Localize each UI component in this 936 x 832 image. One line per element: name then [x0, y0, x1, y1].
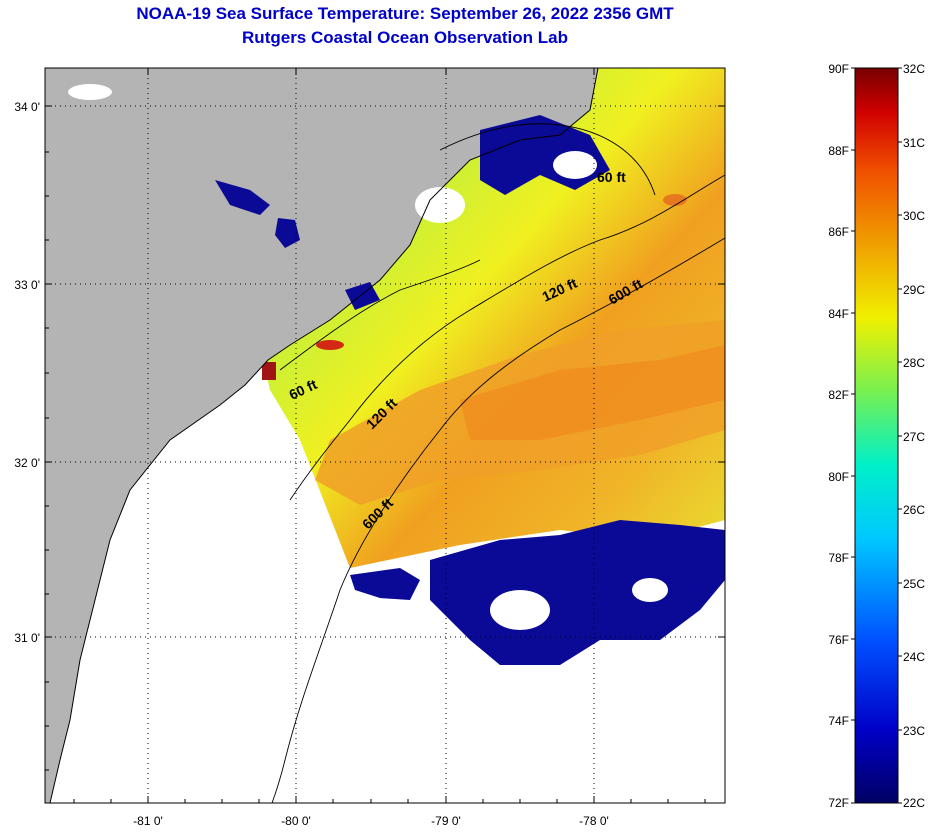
colorbar-f-label: 78F [828, 551, 849, 565]
colorbar-c-label: 32C [903, 62, 925, 76]
colorbar-c-label: 23C [903, 724, 925, 738]
isobath-120ft [289, 174, 725, 501]
colorbar-f-label: 80F [828, 470, 849, 484]
coastline [49, 68, 599, 803]
map-frame [44, 67, 726, 804]
graticule [45, 68, 725, 803]
isobath-600ft [271, 237, 725, 803]
colorbar-c-label: 26C [903, 503, 925, 517]
colorbar-c-labels: 32C 31C 30C 29C 28C 27C 26C 25C 24C 23C … [903, 62, 925, 810]
colorbar-c-label: 22C [903, 796, 925, 810]
lon-label: -81 0' [133, 814, 163, 828]
lon-label: -78 0' [579, 814, 609, 828]
isobath-label: 60 ft [597, 169, 626, 185]
lat-label: 34 0' [14, 100, 40, 114]
colorbar-f-label: 76F [828, 633, 849, 647]
colorbar-f-label: 82F [828, 388, 849, 402]
isobath-60ft [279, 123, 656, 371]
lat-label: 31 0' [14, 631, 40, 645]
land [45, 68, 598, 803]
colorbar-f-label: 72F [828, 796, 849, 810]
title-line-1: NOAA-19 Sea Surface Temperature: Septemb… [136, 4, 674, 23]
colorbar-ticks [851, 67, 902, 804]
lon-label: -79 0' [431, 814, 461, 828]
lat-label: 33 0' [14, 278, 40, 292]
lon-label: -80 0' [281, 814, 311, 828]
map-ticks [45, 68, 725, 803]
colorbar-c-label: 29C [903, 283, 925, 297]
colorbar-f-labels: 90F 88F 86F 84F 82F 80F 78F 76F 74F 72F [828, 62, 849, 810]
colorbar-c-label: 24C [903, 650, 925, 664]
colorbar-f-label: 86F [828, 225, 849, 239]
colorbar-f-label: 90F [828, 62, 849, 76]
title-line-2: Rutgers Coastal Ocean Observation Lab [242, 28, 568, 47]
map-panel: 60 ft 120 ft 600 ft 60 ft 120 ft 600 ft [45, 68, 725, 803]
lat-label: 32 0' [14, 456, 40, 470]
colorbar-f-label: 74F [828, 714, 849, 728]
warm-core [460, 345, 725, 440]
warm-spot [663, 194, 687, 206]
colorbar [854, 67, 899, 804]
colorbar-c-label: 27C [903, 430, 925, 444]
colorbar-c-label: 28C [903, 356, 925, 370]
hot-spot [316, 340, 344, 350]
cloud-holes [68, 84, 668, 630]
colorbar-c-label: 25C [903, 577, 925, 591]
hot-spot-coast [262, 362, 276, 380]
colorbar-c-label: 30C [903, 209, 925, 223]
colorbar-f-label: 88F [828, 144, 849, 158]
colorbar-f-label: 84F [828, 307, 849, 321]
colorbar-c-label: 31C [903, 136, 925, 150]
